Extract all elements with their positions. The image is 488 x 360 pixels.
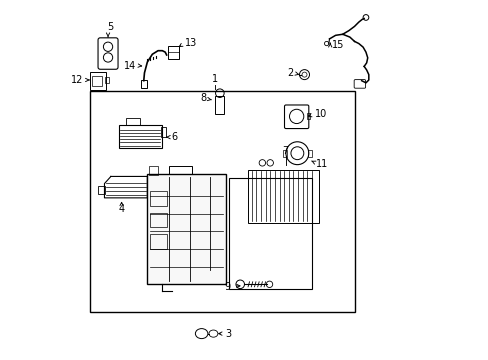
Bar (247, 170, 318, 223)
Text: 12: 12 (71, 75, 83, 85)
Bar (167, 46, 179, 59)
Bar (150, 234, 167, 249)
Text: 11: 11 (315, 159, 327, 169)
Text: 15: 15 (331, 40, 344, 50)
Text: 10: 10 (314, 109, 326, 119)
Text: 8: 8 (200, 93, 206, 103)
Text: 6: 6 (171, 132, 178, 142)
Bar (283, 150, 286, 157)
Text: 9: 9 (224, 282, 230, 292)
Bar (90, 91, 354, 312)
Bar (141, 80, 147, 88)
Text: 3: 3 (224, 329, 230, 339)
Bar (168, 166, 192, 174)
Text: 4: 4 (118, 204, 124, 214)
Bar (119, 125, 162, 148)
Text: 13: 13 (184, 38, 196, 48)
Bar (229, 178, 311, 289)
Bar (98, 186, 105, 194)
Text: 1: 1 (212, 74, 218, 84)
Bar (90, 72, 106, 90)
Text: 5: 5 (106, 22, 113, 32)
Bar (215, 96, 224, 113)
Bar (306, 113, 309, 119)
Bar (125, 118, 140, 125)
Bar (146, 186, 151, 194)
Text: 7: 7 (282, 146, 288, 156)
Bar (150, 213, 167, 227)
Bar (307, 150, 311, 157)
Bar (150, 192, 167, 206)
Bar (161, 127, 165, 137)
Bar (149, 166, 158, 175)
Bar (92, 76, 102, 86)
Text: 14: 14 (124, 61, 136, 71)
Bar (147, 174, 225, 284)
Bar (105, 77, 108, 83)
Text: 2: 2 (286, 68, 292, 78)
